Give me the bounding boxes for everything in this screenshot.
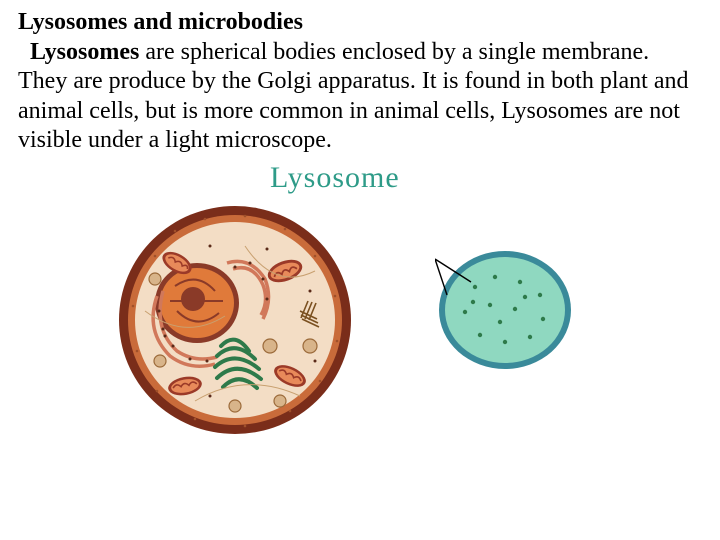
diagram-area: Lysosome [0,161,720,471]
lysosome-closeup-diagram [435,247,575,373]
title: Lysosomes and microbodies [18,9,303,35]
para-bold: Lysosomes [30,39,139,65]
text-block: Lysosomes and microbodies Lysosomes are … [0,0,720,156]
animal-cell-diagram [115,201,355,439]
nucleus-icon [155,263,239,343]
lysosome-label: Lysosome [270,161,400,195]
